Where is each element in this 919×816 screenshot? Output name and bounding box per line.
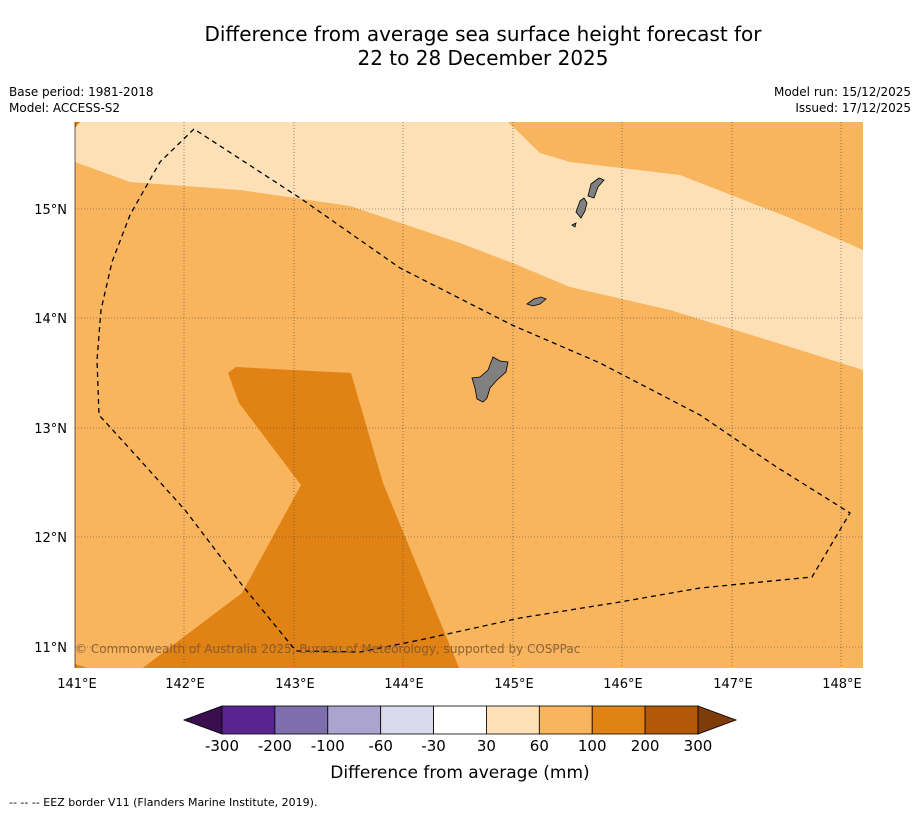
colorbar-tick-label: 30 (477, 737, 496, 755)
lat-labels: 15°N 14°N 13°N 12°N 11°N (34, 203, 67, 656)
island-tinian (575, 197, 588, 219)
title-line-2: 22 to 28 December 2025 (357, 46, 609, 70)
colorbar-tick-label: 300 (684, 737, 713, 755)
lat-label: 13°N (34, 422, 67, 437)
colorbar-segment (433, 705, 487, 735)
eez-footnote: -- -- -- EEZ border V11 (Flanders Marine… (9, 796, 318, 809)
island-rota (526, 296, 547, 307)
lon-label: 143°E (275, 677, 315, 692)
lon-labels: 141°E 142°E 143°E 144°E 145°E 146°E 147°… (57, 677, 862, 692)
colorbar-segment (591, 705, 646, 735)
title-line-1: Difference from average sea surface heig… (204, 22, 762, 46)
meta-right: Model run: 15/12/2025 Issued: 17/12/2025 (774, 84, 911, 116)
colorbar-segment (538, 705, 593, 735)
island-guam (471, 356, 509, 403)
island-aguijan (571, 222, 577, 228)
colorbar-tick-label: 60 (530, 737, 549, 755)
meta-left: Base period: 1981-2018 Model: ACCESS-S2 (9, 84, 154, 116)
colorbar-label: Difference from average (mm) (330, 763, 589, 783)
colorbar-segment (221, 705, 276, 735)
grid (75, 122, 863, 668)
lat-label: 11°N (34, 641, 67, 656)
colorbar-tick-label: -300 (205, 737, 239, 755)
colorbar-tick-label: 200 (631, 737, 660, 755)
chart-title: Difference from average sea surface heig… (0, 22, 919, 70)
lat-label: 14°N (34, 312, 67, 327)
colorbar-tick-label: -200 (258, 737, 292, 755)
lon-label: 147°E (713, 677, 753, 692)
colorbar: -300 -200 -100 -60 -30 30 60 100 200 300 (182, 705, 738, 755)
lon-label: 142°E (165, 677, 205, 692)
lat-label: 15°N (34, 203, 67, 218)
lat-label: 12°N (34, 531, 67, 546)
colorbar-tick-label: 100 (578, 737, 607, 755)
colorbar-segment (327, 705, 382, 735)
colorbar-segment (274, 705, 329, 735)
sea-band-100-200-corner-sw (75, 664, 88, 668)
lon-label: 141°E (57, 677, 97, 692)
sea-band-100-200 (142, 367, 460, 668)
lon-label: 145°E (494, 677, 534, 692)
lon-label: 144°E (384, 677, 424, 692)
sea-band-30-60 (75, 122, 863, 370)
colorbar-extend-max (697, 705, 738, 735)
colorbar-tick-label: -30 (421, 737, 446, 755)
map-area (75, 122, 863, 668)
model-name: Model: ACCESS-S2 (9, 101, 121, 115)
lon-label: 148°E (822, 677, 862, 692)
sea-band-100-200-corner (75, 122, 80, 128)
model-run: Model run: 15/12/2025 (773, 85, 911, 99)
colorbar-segment (380, 705, 434, 735)
eez-border (96, 128, 851, 653)
island-saipan (587, 177, 605, 199)
colorbar-segment (644, 705, 699, 735)
base-period: Base period: 1981-2018 (9, 85, 154, 99)
colorbar-tick-label: -60 (368, 737, 393, 755)
colorbar-extend-min (182, 705, 223, 735)
colorbar-segment (486, 705, 540, 735)
issued-date: Issued: 17/12/2025 (795, 101, 911, 115)
land (471, 177, 605, 403)
colorbar-tick-label: -100 (311, 737, 345, 755)
copyright-text: © Commonwealth of Australia 2025, Bureau… (75, 642, 580, 656)
lon-label: 146°E (603, 677, 643, 692)
